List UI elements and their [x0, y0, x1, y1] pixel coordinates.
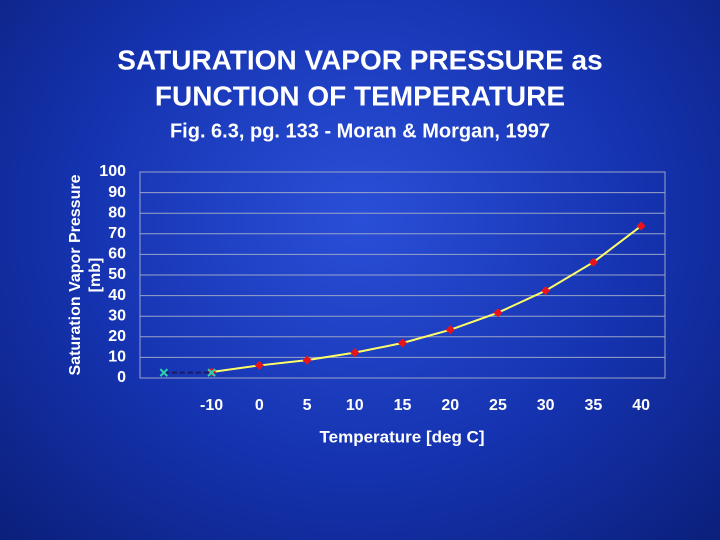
x-tick-label: 0 [255, 397, 264, 414]
y-tick-label: 80 [108, 204, 126, 221]
y-tick-label: 90 [108, 184, 126, 201]
x-tick-label: -10 [200, 397, 223, 414]
y-tick-label: 10 [108, 349, 126, 366]
data-point [541, 286, 551, 296]
data-line [211, 225, 642, 374]
data-point [350, 348, 360, 358]
x-tick-label: 5 [303, 397, 312, 414]
x-tick-label: 25 [489, 397, 507, 414]
data-point [493, 308, 503, 318]
data-point [588, 257, 598, 267]
x-tick-label: 20 [441, 397, 459, 414]
data-point [398, 338, 407, 348]
y-tick-label: 0 [117, 369, 126, 386]
x-tick-label: 35 [585, 397, 603, 414]
y-tick-label: 60 [108, 246, 126, 263]
x-tick-label: 10 [346, 397, 364, 414]
y-tick-label: 40 [108, 287, 126, 304]
y-axis-label: Saturation Vapor Pressure [67, 174, 84, 375]
y-tick-label: 70 [108, 225, 126, 242]
x-tick-label: 30 [537, 397, 555, 414]
x-tick-label: 40 [632, 397, 650, 414]
data-point [207, 368, 216, 377]
chart-subtitle: Fig. 6.3, pg. 133 - Moran & Morgan, 1997 [170, 120, 550, 142]
data-point [254, 360, 264, 370]
data-point [636, 221, 646, 231]
y-axis-label: [mb] [87, 258, 104, 293]
y-tick-label: 20 [108, 328, 126, 345]
chart-title: FUNCTION OF TEMPERATURE [155, 80, 565, 111]
y-tick-label: 30 [108, 307, 126, 324]
x-axis-label: Temperature [deg C] [320, 427, 485, 446]
y-tick-label: 50 [108, 266, 126, 283]
x-tick-label: 15 [394, 397, 412, 414]
y-tick-label: 100 [99, 163, 126, 180]
data-point [302, 355, 312, 365]
data-point [445, 325, 455, 335]
data-point [159, 368, 169, 377]
chart-title: SATURATION VAPOR PRESSURE as [117, 44, 602, 75]
